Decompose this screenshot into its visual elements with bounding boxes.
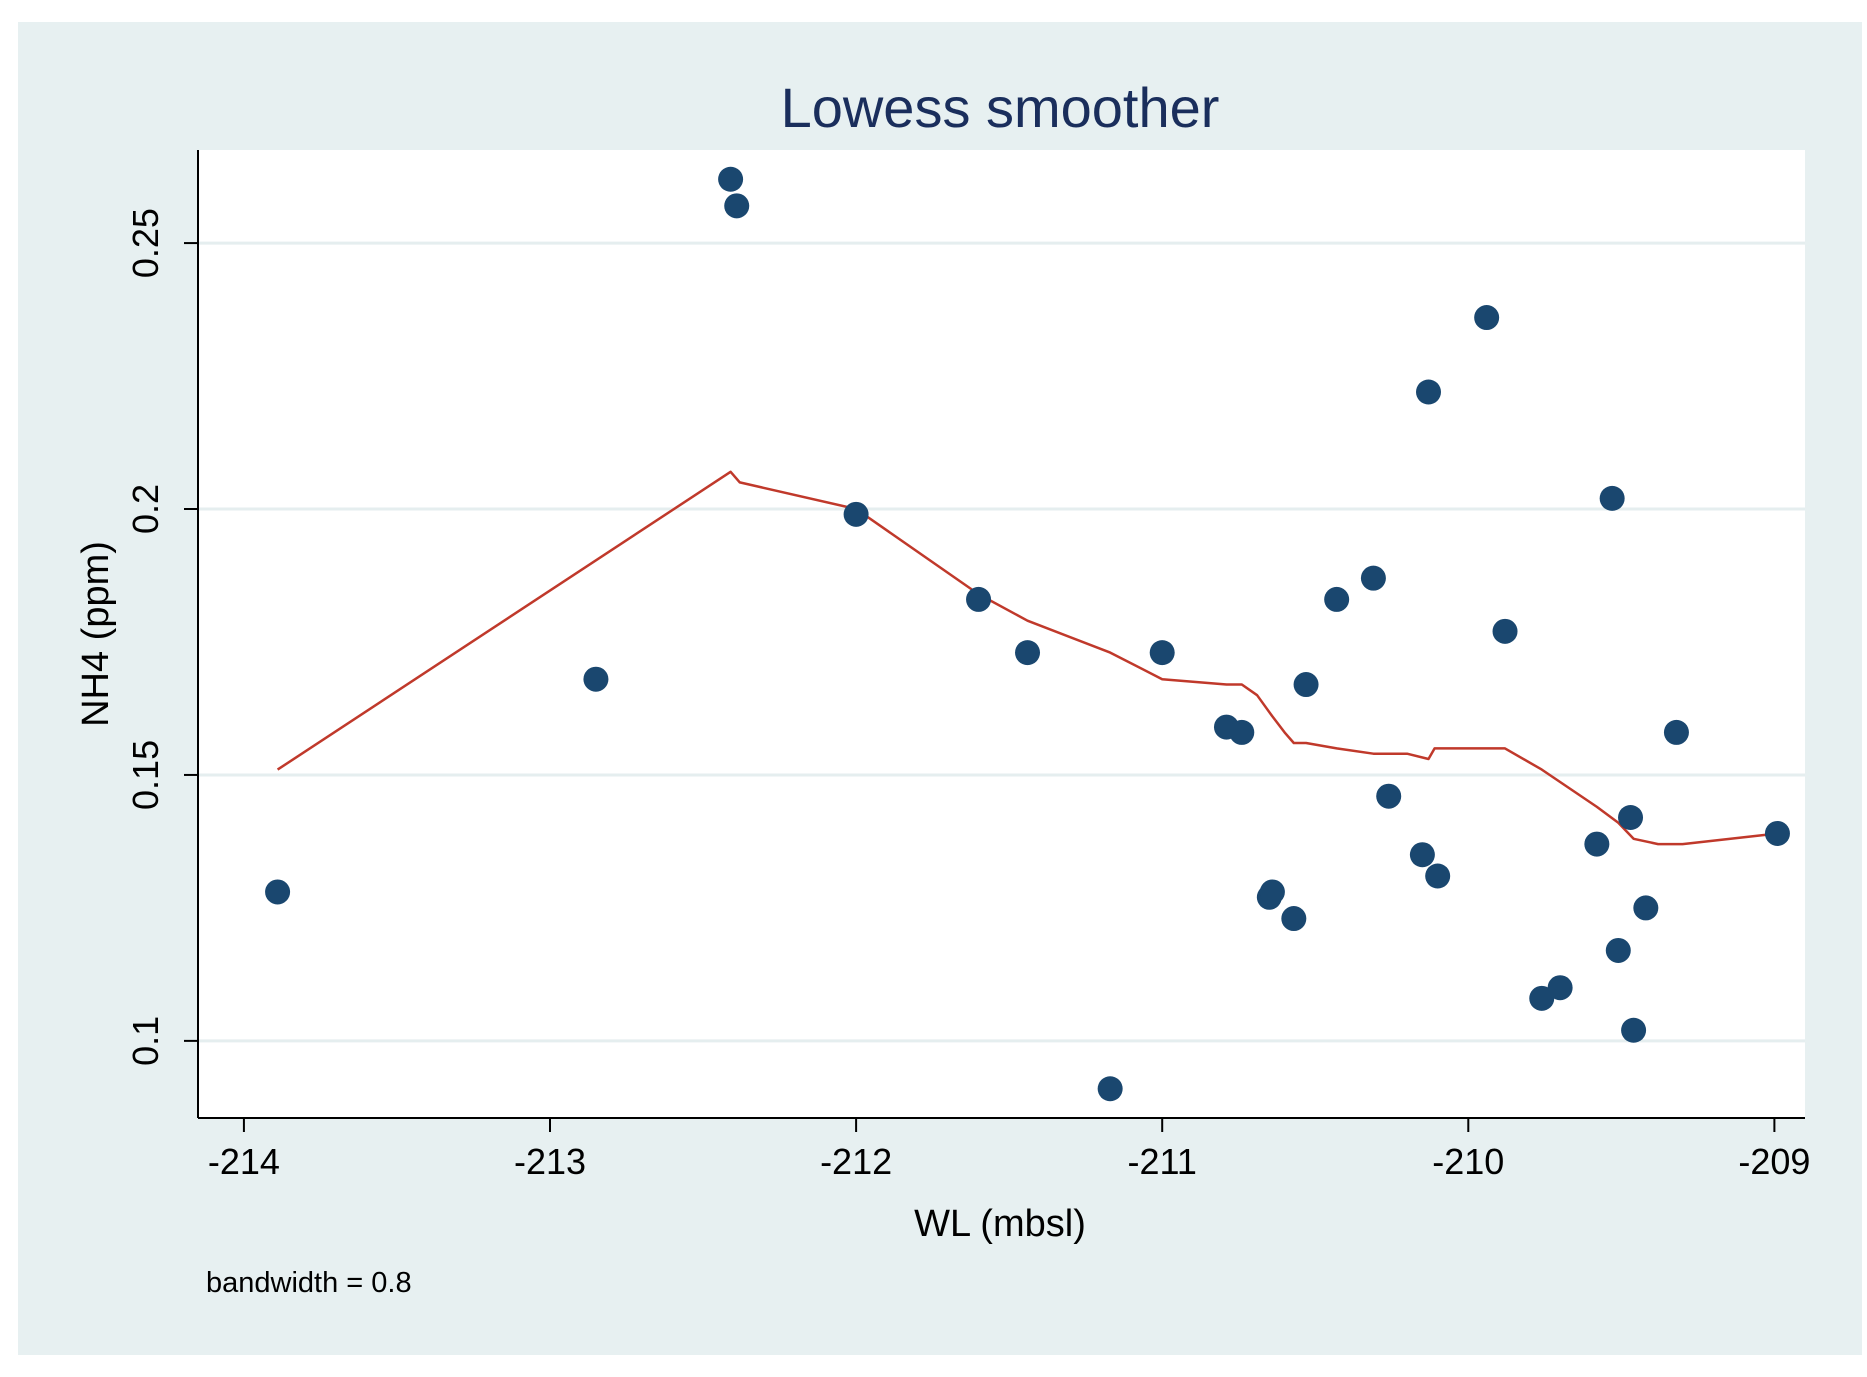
scatter-point-14 <box>1293 672 1319 698</box>
bandwidth-note: bandwidth = 0.8 <box>206 1267 412 1299</box>
scatter-point-25 <box>1584 831 1610 857</box>
x-tick-label-0: -214 <box>208 1141 280 1182</box>
x-tick-label-1: -213 <box>514 1141 586 1182</box>
scatter-point-21 <box>1474 305 1500 331</box>
x-tick-label-4: -210 <box>1432 1141 1504 1182</box>
scatter-point-23 <box>1529 985 1555 1011</box>
y-tick-label-0: 0.1 <box>125 1016 166 1066</box>
scatter-point-18 <box>1409 842 1435 868</box>
scatter-point-20 <box>1425 863 1451 889</box>
y-tick-label-2: 0.2 <box>125 484 166 534</box>
plot-area <box>198 150 1805 1118</box>
scatter-point-7 <box>1097 1076 1123 1102</box>
gridlines <box>198 241 1805 1043</box>
x-tick-label-5: -209 <box>1738 1141 1810 1182</box>
x-tick-label-2: -212 <box>820 1141 892 1182</box>
scatter-point-12 <box>1259 879 1285 905</box>
x-ticks: -214 -213 -212 -211 -210 -209 <box>208 1118 1810 1182</box>
scatter-point-5 <box>966 586 992 612</box>
y-tick-label-3: 0.25 <box>125 208 166 278</box>
lowess-line-layer <box>276 470 1778 846</box>
scatter-point-16 <box>1360 565 1386 591</box>
scatter-point-0 <box>265 879 291 905</box>
axes <box>197 150 1805 1119</box>
y-ticks: 0.1 0.15 0.2 0.25 <box>125 208 198 1066</box>
chart-title: Lowess smoother <box>781 76 1220 139</box>
lowess-line <box>276 470 1778 846</box>
scatter-point-13 <box>1281 906 1307 932</box>
y-axis-label: NH4 (ppm) <box>75 541 117 727</box>
scatter-point-29 <box>1621 1017 1647 1043</box>
scatter-point-15 <box>1324 586 1350 612</box>
scatter-point-22 <box>1492 618 1518 644</box>
scatter-point-8 <box>1149 640 1175 666</box>
scatter-point-27 <box>1605 937 1631 963</box>
scatter-point-1 <box>583 666 609 692</box>
x-axis-label: WL (mbsl) <box>914 1203 1086 1245</box>
y-tick-label-1: 0.15 <box>125 740 166 810</box>
scatter-point-32 <box>1764 820 1790 846</box>
scatter-point-28 <box>1618 804 1644 830</box>
scatter-point-4 <box>843 501 869 527</box>
scatter-point-26 <box>1599 485 1625 511</box>
scatter-point-17 <box>1376 783 1402 809</box>
scatter-point-30 <box>1633 895 1659 921</box>
scatter-points <box>265 166 1790 1102</box>
x-tick-label-3: -211 <box>1128 1141 1197 1182</box>
scatter-point-10 <box>1229 719 1255 745</box>
scatter-point-3 <box>724 193 750 219</box>
scatter-point-2 <box>718 166 744 192</box>
scatter-point-31 <box>1663 719 1689 745</box>
scatter-point-24 <box>1547 975 1573 1001</box>
scatter-point-19 <box>1416 379 1442 405</box>
scatter-point-6 <box>1015 640 1041 666</box>
